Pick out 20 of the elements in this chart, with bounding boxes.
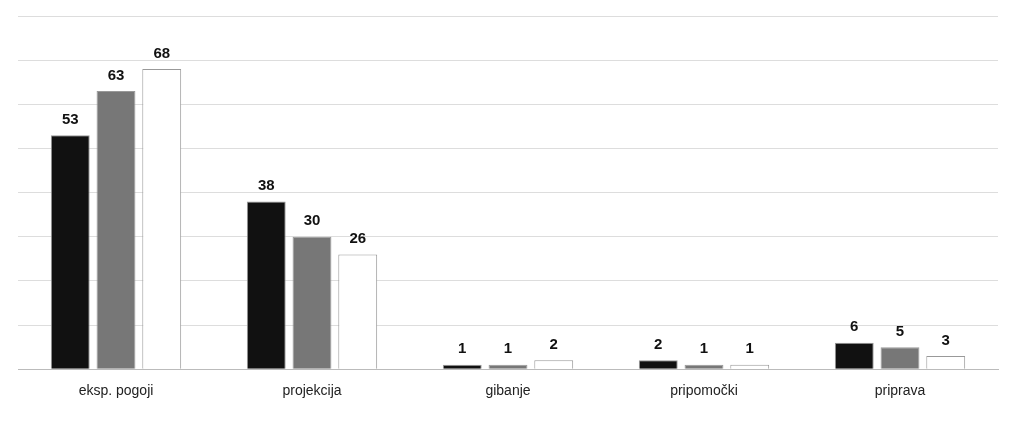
x-tick-label: projekcija <box>282 382 342 399</box>
data-label: 26 <box>349 229 367 247</box>
data-label: 1 <box>699 339 709 357</box>
data-label: 6 <box>850 317 859 335</box>
data-label: 2 <box>549 335 558 353</box>
data-label: 1 <box>503 339 513 357</box>
data-label: 5 <box>895 321 905 339</box>
data-label: 1 <box>745 339 754 357</box>
x-tick-label: gibanje <box>485 382 531 399</box>
data-label: 38 <box>257 176 275 194</box>
x-tick-label: pripomočki <box>670 382 738 399</box>
data-label: 30 <box>303 211 321 229</box>
data-label: 2 <box>654 335 663 353</box>
data-label: 3 <box>941 330 950 348</box>
data-label: 63 <box>107 65 125 83</box>
data-label: 1 <box>458 339 467 357</box>
data-label: 68 <box>153 43 171 61</box>
data-label: 53 <box>61 109 79 127</box>
x-tick-label: eksp. pogoji <box>78 382 154 399</box>
x-tick-label: priprava <box>874 382 926 399</box>
